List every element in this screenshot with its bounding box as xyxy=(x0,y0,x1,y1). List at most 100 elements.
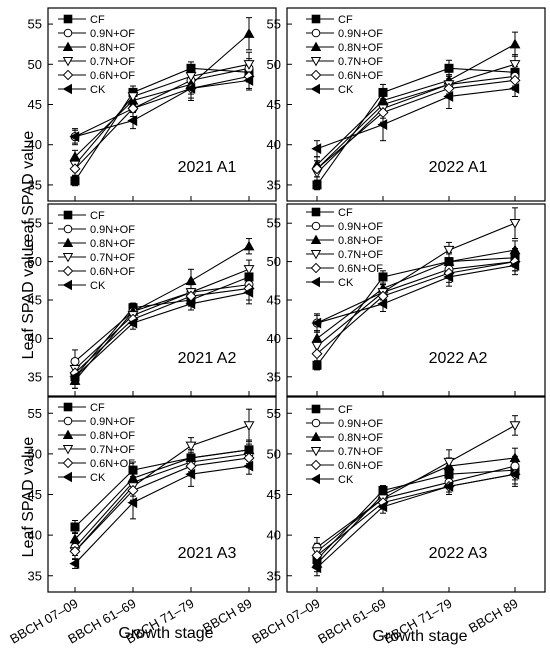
series-line-0.8N+OF xyxy=(74,449,250,540)
legend-label: CK xyxy=(90,472,106,484)
panel-2021-a1: 35 40 45 50 55 CF 0.9N+OF 0.8N+OF 0.7N+OF 0.6N+OF… xyxy=(28,7,277,202)
y-tick-label: 35 xyxy=(267,568,281,583)
series-line-0.9N+OF xyxy=(316,465,516,548)
data-point xyxy=(443,82,455,94)
legend-marker xyxy=(63,416,73,426)
data-point xyxy=(185,460,197,472)
series-line-0.6N+OF xyxy=(316,79,516,170)
legend-label: CK xyxy=(90,84,106,96)
legend-marker xyxy=(62,83,72,95)
data-point xyxy=(127,472,139,483)
legend-label: 0.8N+OF xyxy=(338,432,383,444)
y-tick-label: 45 xyxy=(267,97,281,112)
series-line-0.7N+OF xyxy=(74,268,250,370)
legend-marker xyxy=(311,404,321,414)
x-axis-title-left: Growth stage xyxy=(118,625,213,642)
legend-label: CK xyxy=(90,280,106,292)
legend-label: 0.6N+OF xyxy=(90,70,135,82)
y-tick-label: 35 xyxy=(267,177,281,192)
legend-marker xyxy=(310,41,322,51)
data-point xyxy=(311,341,323,352)
legend-marker xyxy=(310,83,320,95)
y-axis-title-row-2: Leaf SPAD value xyxy=(20,239,37,360)
data-point xyxy=(243,265,255,275)
y-tick-label: 40 xyxy=(28,528,42,543)
data-point xyxy=(127,317,138,329)
data-point xyxy=(185,298,196,310)
legend-marker xyxy=(62,445,74,455)
data-point xyxy=(185,82,196,94)
panel-2021-a2: 35 40 45 50 55 CF 0.9N+OF 0.8N+OF 0.7N+OF 0.6N+OF… xyxy=(28,203,277,397)
data-point xyxy=(443,91,454,102)
legend-label: 0.6N+OF xyxy=(90,266,135,278)
legend-label: CF xyxy=(338,207,353,219)
data-point xyxy=(243,240,255,251)
legend-label: 0.6N+OF xyxy=(90,458,135,470)
legend-label: 0.7N+OF xyxy=(338,446,383,458)
y-tick-label: 35 xyxy=(28,177,42,192)
data-point xyxy=(509,38,521,49)
legend-marker xyxy=(310,447,322,457)
y-tick-label: 55 xyxy=(28,216,42,231)
legend-marker xyxy=(63,224,73,234)
data-point xyxy=(509,82,520,94)
data-point xyxy=(243,452,255,464)
data-point xyxy=(312,180,322,190)
data-point xyxy=(186,63,196,73)
legend-label: 0.6N+OF xyxy=(338,460,383,472)
data-point xyxy=(127,92,139,103)
legend-label: CF xyxy=(338,14,353,26)
series-line-CF xyxy=(316,67,516,186)
y-tick-label: 50 xyxy=(28,446,42,461)
legend-marker xyxy=(63,402,73,412)
y-tick-label: 45 xyxy=(267,487,281,502)
legend-label: 0.7N+OF xyxy=(338,249,383,261)
data-point xyxy=(127,115,138,127)
y-tick-label: 40 xyxy=(267,137,281,152)
legend-marker xyxy=(311,14,321,24)
data-point xyxy=(69,545,81,557)
legend-label: 0.9N+OF xyxy=(90,224,135,236)
legend-label: 0.8N+OF xyxy=(338,42,383,54)
series-line-0.7N+OF xyxy=(74,63,250,166)
data-point xyxy=(127,484,139,496)
data-point xyxy=(444,63,454,73)
panel-2021-a3: 35 40 45 50 55 CF 0.9N+OF 0.8N+OF 0.7N+OF 0.6N+OF… xyxy=(7,396,277,647)
data-point xyxy=(443,271,454,283)
x-tick-label: BBCH 89 xyxy=(466,596,520,636)
series-line-0.7N+OF xyxy=(316,424,516,552)
x-tick-label: BBCH 07–09 xyxy=(249,596,322,647)
data-point xyxy=(377,94,389,105)
series-line-0.6N+OF xyxy=(316,473,516,556)
data-point xyxy=(509,219,521,229)
y-tick-label: 45 xyxy=(28,97,42,112)
data-point xyxy=(243,74,254,86)
data-point xyxy=(311,163,323,175)
data-point xyxy=(311,332,323,343)
data-point xyxy=(69,533,81,544)
panel-label: 2022 A3 xyxy=(429,545,488,562)
series-line-CF xyxy=(316,257,516,366)
series-line-0.7N+OF xyxy=(74,424,250,552)
y-tick-label: 40 xyxy=(28,331,42,346)
legend-label: 0.9N+OF xyxy=(90,416,135,428)
legend-label: 0.6N+OF xyxy=(338,70,383,82)
legend-label: 0.8N+OF xyxy=(90,430,135,442)
legend-label: 0.8N+OF xyxy=(90,238,135,250)
legend-marker xyxy=(310,234,322,244)
legend-label: 0.8N+OF xyxy=(338,235,383,247)
panel-label: 2022 A1 xyxy=(429,159,488,176)
series-line-0.6N+OF xyxy=(316,261,516,355)
data-point xyxy=(509,60,521,70)
legend-marker xyxy=(62,69,74,81)
series-line-0.6N+OF xyxy=(74,457,250,552)
y-tick-label: 50 xyxy=(267,254,281,269)
data-point xyxy=(378,272,388,282)
legend-label: CK xyxy=(338,84,354,96)
data-point xyxy=(185,468,196,480)
data-point xyxy=(311,348,323,360)
y-tick-label: 50 xyxy=(267,57,281,72)
y-tick-label: 50 xyxy=(28,57,42,72)
legend-label: CF xyxy=(90,402,105,414)
data-point xyxy=(69,558,80,570)
